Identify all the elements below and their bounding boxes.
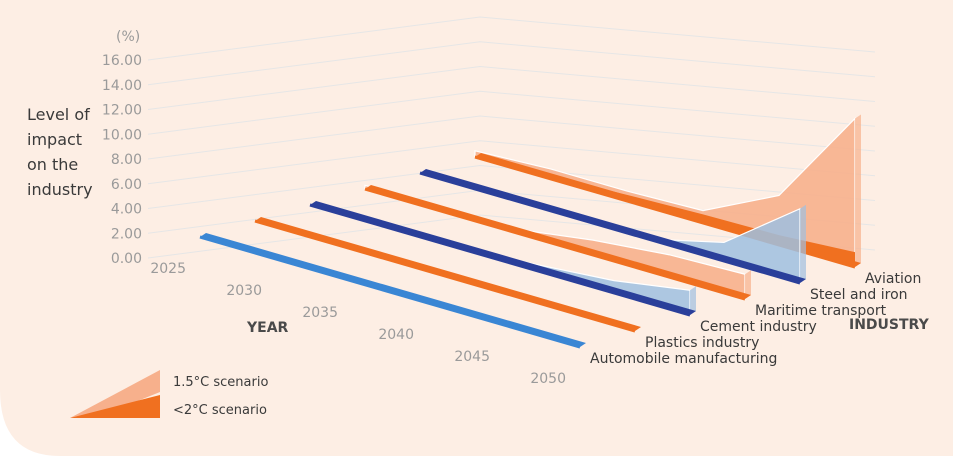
industry-axis-label: INDUSTRY — [849, 317, 930, 333]
legend-label-1-5: 1.5°C scenario — [173, 375, 268, 390]
scenario-1-5-side — [745, 270, 751, 299]
y-tick-label: 2.00 — [111, 226, 142, 242]
y-tick-label: 4.00 — [111, 202, 142, 218]
industry-series-3 — [364, 184, 751, 301]
scenario-1-5-side — [690, 286, 696, 315]
y-label-line: industry — [27, 180, 93, 199]
x-tick-label: 2050 — [530, 371, 566, 387]
gridlines — [147, 16, 876, 259]
baseline-ribbon — [420, 169, 806, 283]
industry-label: Maritime transport — [755, 303, 887, 319]
y-unit-label: (%) — [116, 29, 140, 45]
industry-series-2 — [309, 201, 696, 317]
y-label-line: Level of — [27, 105, 90, 124]
baseline-ribbon-edge — [364, 187, 746, 301]
industry-series-1 — [254, 217, 641, 333]
legend: 1.5°C scenario <2°C scenario — [70, 370, 268, 418]
legend-swatch-1-5 — [70, 370, 160, 418]
industry-label: Automobile manufacturing — [590, 351, 777, 367]
gridline — [147, 90, 876, 135]
gridline — [147, 65, 876, 110]
industry-label: Steel and iron — [810, 287, 908, 303]
baseline-ribbon-edge — [419, 171, 801, 285]
gridline — [147, 115, 876, 160]
x-tick-labels: 2025 2030 2035 2040 2045 2050 — [150, 261, 566, 387]
y-tick-labels: 16.00 14.00 12.00 10.00 8.00 6.00 4.00 2.00 0.00 — [102, 53, 142, 267]
y-label-line: on the — [27, 155, 78, 174]
industry-series — [199, 114, 861, 349]
y-label-line: impact — [27, 130, 82, 149]
legend-label-2: <2°C scenario — [173, 403, 267, 418]
baseline-ribbon-edge — [309, 203, 691, 317]
y-tick-label: 6.00 — [111, 177, 142, 193]
y-tick-label: 0.00 — [111, 251, 142, 267]
legend-swatch-2 — [70, 395, 160, 418]
scenario-1-5-side — [855, 114, 861, 267]
industry-label: Aviation — [865, 271, 921, 287]
baseline-ribbon-edge — [254, 219, 636, 333]
baseline-ribbon-edge — [199, 235, 581, 349]
y-axis-label: Level of impact on the industry — [27, 105, 93, 199]
industry-series-0 — [199, 233, 586, 349]
baseline-ribbon — [365, 185, 751, 299]
baseline-ribbon — [200, 233, 586, 347]
baseline-ribbon — [255, 217, 641, 331]
x-tick-label: 2045 — [454, 349, 490, 365]
gridline — [147, 164, 876, 209]
y-tick-label: 12.00 — [102, 103, 142, 119]
y-tick-label: 16.00 — [102, 53, 142, 69]
industry-label: Plastics industry — [645, 335, 759, 351]
x-tick-label: 2035 — [302, 305, 338, 321]
gridline — [147, 16, 876, 61]
gridline — [147, 41, 876, 86]
x-tick-label: 2025 — [150, 261, 186, 277]
scenario-1-5-side — [800, 204, 806, 283]
baseline-ribbon — [310, 201, 696, 315]
x-tick-label: 2040 — [378, 327, 414, 343]
industry-series-4 — [419, 169, 806, 285]
y-tick-label: 14.00 — [102, 78, 142, 94]
x-tick-label: 2030 — [226, 283, 262, 299]
x-axis-label: YEAR — [246, 320, 289, 336]
y-tick-label: 8.00 — [111, 152, 142, 168]
y-tick-label: 10.00 — [102, 127, 142, 143]
industry-label: Cement industry — [700, 319, 817, 335]
gridline — [147, 140, 876, 185]
